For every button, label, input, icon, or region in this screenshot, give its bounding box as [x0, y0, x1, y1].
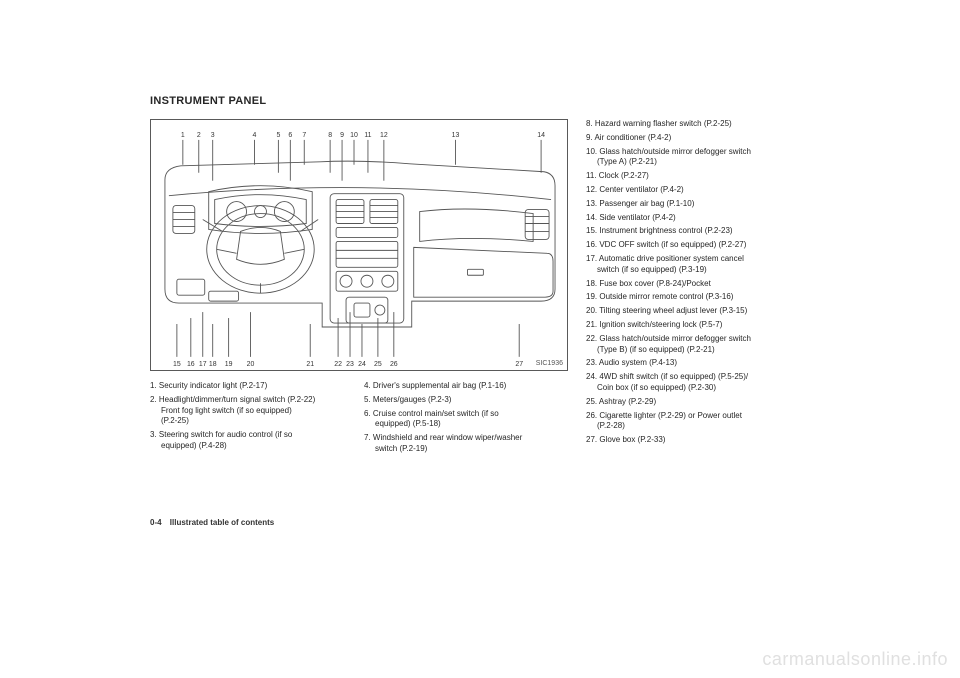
caption-columns: 1. Security indicator light (P.2-17) 2. H… [150, 381, 568, 458]
svg-text:2: 2 [197, 132, 201, 139]
svg-text:1: 1 [181, 132, 185, 139]
caption-item: 12. Center ventilator (P.4-2) [586, 185, 830, 196]
caption-item: 25. Ashtray (P.2-29) [586, 397, 830, 408]
svg-text:4: 4 [253, 132, 257, 139]
svg-text:23: 23 [346, 361, 354, 368]
caption-item: 9. Air conditioner (P.4-2) [586, 133, 830, 144]
left-column: 1234567891011121314151617181920212223242… [150, 119, 568, 458]
caption-item: 4. Driver's supplemental air bag (P.1-16… [364, 381, 568, 392]
content-columns: 1234567891011121314151617181920212223242… [150, 119, 830, 458]
caption-item: 7. Windshield and rear window wiper/wash… [364, 433, 568, 455]
caption-item: 3. Steering switch for audio control (if… [150, 430, 354, 452]
svg-text:27: 27 [515, 361, 523, 368]
caption-item: 24. 4WD shift switch (if so equipped) (P… [586, 372, 830, 394]
dashboard-diagram: 1234567891011121314151617181920212223242… [151, 120, 567, 371]
svg-text:26: 26 [390, 361, 398, 368]
svg-text:8: 8 [328, 132, 332, 139]
svg-text:25: 25 [374, 361, 382, 368]
caption-item: 27. Glove box (P.2-33) [586, 435, 830, 446]
footer-section-title: Illustrated table of contents [170, 518, 274, 527]
caption-item: 19. Outside mirror remote control (P.3-1… [586, 292, 830, 303]
svg-text:18: 18 [209, 361, 217, 368]
caption-item: 5. Meters/gauges (P.2-3) [364, 395, 568, 406]
svg-text:5: 5 [276, 132, 280, 139]
caption-item: 16. VDC OFF switch (if so equipped) (P.2… [586, 240, 830, 251]
caption-item: 11. Clock (P.2-27) [586, 171, 830, 182]
caption-item: 18. Fuse box cover (P.8-24)/Pocket [586, 279, 830, 290]
caption-col-2: 4. Driver's supplemental air bag (P.1-16… [364, 381, 568, 458]
caption-item: 13. Passenger air bag (P.1-10) [586, 199, 830, 210]
page-footer: 0-4 Illustrated table of contents [150, 518, 274, 527]
figure-id: SIC1936 [536, 360, 563, 367]
section-heading: INSTRUMENT PANEL [150, 95, 830, 107]
caption-item: 2. Headlight/dimmer/turn signal switch (… [150, 395, 354, 427]
caption-item: 17. Automatic drive positioner system ca… [586, 254, 830, 276]
svg-text:9: 9 [340, 132, 344, 139]
caption-item: 21. Ignition switch/steering lock (P.5-7… [586, 320, 830, 331]
caption-item: 14. Side ventilator (P.4-2) [586, 213, 830, 224]
caption-item: 6. Cruise control main/set switch (if so… [364, 409, 568, 431]
caption-item: 23. Audio system (P.4-13) [586, 358, 830, 369]
caption-col-1: 1. Security indicator light (P.2-17) 2. H… [150, 381, 354, 458]
instrument-panel-figure: 1234567891011121314151617181920212223242… [150, 119, 568, 371]
caption-item: 20. Tilting steering wheel adjust lever … [586, 306, 830, 317]
watermark: carmanualsonline.info [762, 649, 948, 670]
manual-page: INSTRUMENT PANEL [150, 95, 830, 505]
svg-text:7: 7 [302, 132, 306, 139]
caption-item: 10. Glass hatch/outside mirror defogger … [586, 147, 830, 169]
svg-text:3: 3 [211, 132, 215, 139]
caption-item: 26. Cigarette lighter (P.2-29) or Power … [586, 411, 830, 433]
svg-text:17: 17 [199, 361, 207, 368]
svg-text:6: 6 [288, 132, 292, 139]
svg-text:13: 13 [452, 132, 460, 139]
caption-col-3: 8. Hazard warning flasher switch (P.2-25… [586, 119, 830, 446]
caption-item: 22. Glass hatch/outside mirror defogger … [586, 334, 830, 356]
svg-text:12: 12 [380, 132, 388, 139]
svg-text:21: 21 [306, 361, 314, 368]
svg-text:19: 19 [225, 361, 233, 368]
svg-text:24: 24 [358, 361, 366, 368]
page-number: 0-4 [150, 518, 162, 527]
svg-text:22: 22 [334, 361, 342, 368]
svg-text:10: 10 [350, 132, 358, 139]
svg-text:14: 14 [537, 132, 545, 139]
caption-item: 8. Hazard warning flasher switch (P.2-25… [586, 119, 830, 130]
svg-text:20: 20 [247, 361, 255, 368]
right-column: 8. Hazard warning flasher switch (P.2-25… [586, 119, 830, 458]
svg-text:11: 11 [364, 132, 371, 139]
svg-text:16: 16 [187, 361, 195, 368]
caption-item: 1. Security indicator light (P.2-17) [150, 381, 354, 392]
svg-text:15: 15 [173, 361, 181, 368]
caption-item: 15. Instrument brightness control (P.2-2… [586, 226, 830, 237]
